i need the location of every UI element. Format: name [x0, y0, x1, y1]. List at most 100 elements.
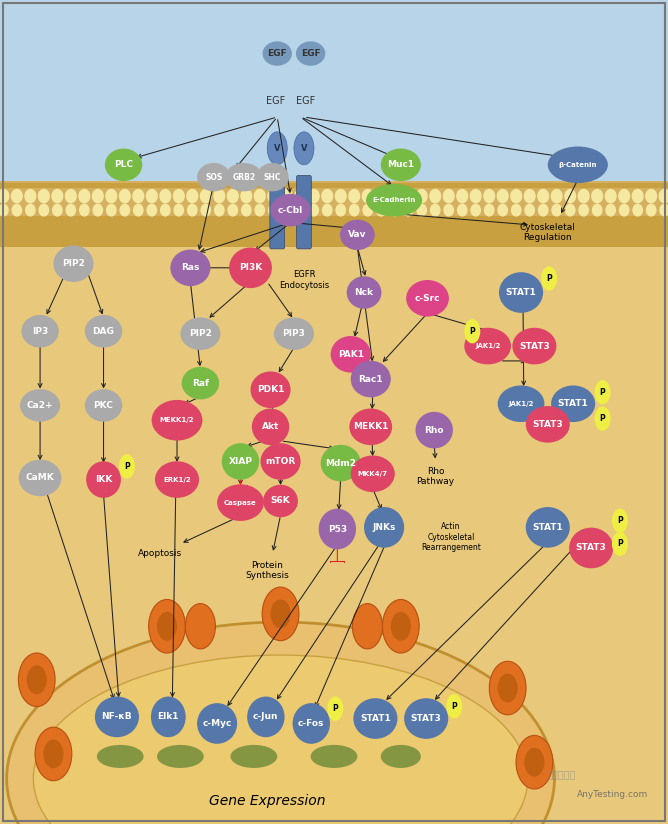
Circle shape	[403, 190, 413, 203]
Ellipse shape	[526, 507, 570, 548]
Circle shape	[227, 190, 238, 203]
Ellipse shape	[415, 412, 453, 448]
Ellipse shape	[526, 406, 570, 442]
Text: E-Cadherin: E-Cadherin	[373, 197, 415, 204]
Circle shape	[524, 190, 535, 203]
Text: Muc1: Muc1	[387, 161, 414, 169]
Ellipse shape	[20, 389, 60, 422]
Circle shape	[268, 190, 279, 203]
Ellipse shape	[446, 694, 462, 719]
Text: P: P	[470, 327, 475, 335]
Ellipse shape	[33, 655, 528, 824]
Text: JNKs: JNKs	[373, 523, 395, 531]
Text: Rho: Rho	[424, 426, 444, 434]
Circle shape	[538, 204, 548, 216]
Circle shape	[93, 204, 102, 216]
Circle shape	[52, 190, 63, 203]
Circle shape	[605, 190, 616, 203]
Text: Apoptosis: Apoptosis	[138, 550, 182, 558]
Ellipse shape	[21, 315, 59, 348]
Circle shape	[146, 190, 157, 203]
Text: 嵊峪检测网: 嵊峪检测网	[546, 769, 576, 779]
Circle shape	[214, 190, 224, 203]
Circle shape	[619, 190, 629, 203]
Text: SOS: SOS	[205, 173, 222, 181]
Circle shape	[133, 190, 144, 203]
Ellipse shape	[595, 380, 611, 405]
Text: PIP2: PIP2	[62, 260, 85, 268]
Ellipse shape	[155, 461, 199, 498]
Ellipse shape	[157, 611, 177, 641]
Ellipse shape	[267, 132, 287, 165]
Text: IKK: IKK	[95, 475, 112, 484]
Circle shape	[646, 190, 657, 203]
Ellipse shape	[551, 386, 595, 422]
Text: PAK1: PAK1	[338, 350, 363, 358]
Ellipse shape	[263, 485, 298, 517]
Circle shape	[579, 204, 589, 216]
Circle shape	[228, 204, 237, 216]
Ellipse shape	[353, 698, 397, 739]
Text: EGFR: EGFR	[275, 202, 280, 218]
Text: STAT1: STAT1	[558, 400, 589, 408]
Text: Ras: Ras	[181, 264, 200, 272]
Circle shape	[255, 190, 265, 203]
Text: β-Catenin: β-Catenin	[558, 162, 597, 168]
Text: mTOR: mTOR	[265, 457, 296, 466]
Text: ERK1/2: ERK1/2	[163, 476, 191, 483]
Circle shape	[174, 190, 184, 203]
Circle shape	[200, 190, 211, 203]
Circle shape	[498, 190, 508, 203]
Ellipse shape	[119, 454, 135, 479]
Ellipse shape	[148, 600, 186, 653]
Ellipse shape	[35, 728, 72, 781]
Ellipse shape	[311, 745, 357, 768]
Text: P: P	[617, 517, 623, 525]
Text: Rho
Pathway: Rho Pathway	[416, 466, 455, 486]
Text: P: P	[600, 414, 605, 423]
Ellipse shape	[152, 400, 202, 441]
Circle shape	[659, 190, 668, 203]
Text: STAT1: STAT1	[360, 714, 391, 723]
Text: Elk1: Elk1	[158, 713, 179, 721]
Ellipse shape	[464, 319, 480, 344]
Circle shape	[538, 190, 548, 203]
Ellipse shape	[252, 409, 289, 445]
Circle shape	[457, 190, 468, 203]
Bar	[0, 216, 668, 247]
Circle shape	[12, 204, 21, 216]
Ellipse shape	[217, 485, 264, 521]
Ellipse shape	[404, 698, 448, 739]
Circle shape	[470, 190, 481, 203]
Circle shape	[566, 204, 575, 216]
Bar	[0, 231, 668, 824]
Ellipse shape	[364, 507, 404, 548]
Text: STAT3: STAT3	[576, 544, 607, 552]
Circle shape	[484, 190, 494, 203]
Circle shape	[593, 204, 602, 216]
Ellipse shape	[229, 247, 272, 288]
Circle shape	[0, 204, 8, 216]
FancyBboxPatch shape	[297, 176, 311, 249]
Ellipse shape	[595, 406, 611, 431]
Ellipse shape	[151, 696, 186, 737]
Text: STAT1: STAT1	[532, 523, 563, 531]
Text: MEKK1/2: MEKK1/2	[160, 417, 194, 424]
Text: Ca2+: Ca2+	[27, 401, 53, 410]
Ellipse shape	[262, 587, 299, 641]
Circle shape	[295, 190, 305, 203]
Text: SHC: SHC	[264, 173, 281, 181]
Circle shape	[66, 204, 75, 216]
Text: Rac1: Rac1	[359, 375, 383, 383]
Text: P: P	[617, 540, 623, 548]
Text: DAG: DAG	[93, 327, 114, 335]
Circle shape	[498, 204, 508, 216]
Circle shape	[39, 190, 49, 203]
Text: AnyTesting.com: AnyTesting.com	[576, 790, 648, 799]
Text: P53: P53	[328, 525, 347, 533]
Circle shape	[458, 204, 467, 216]
Circle shape	[201, 204, 210, 216]
Text: c-Fos: c-Fos	[298, 719, 325, 728]
Circle shape	[269, 204, 278, 216]
Text: PLC: PLC	[114, 161, 133, 169]
